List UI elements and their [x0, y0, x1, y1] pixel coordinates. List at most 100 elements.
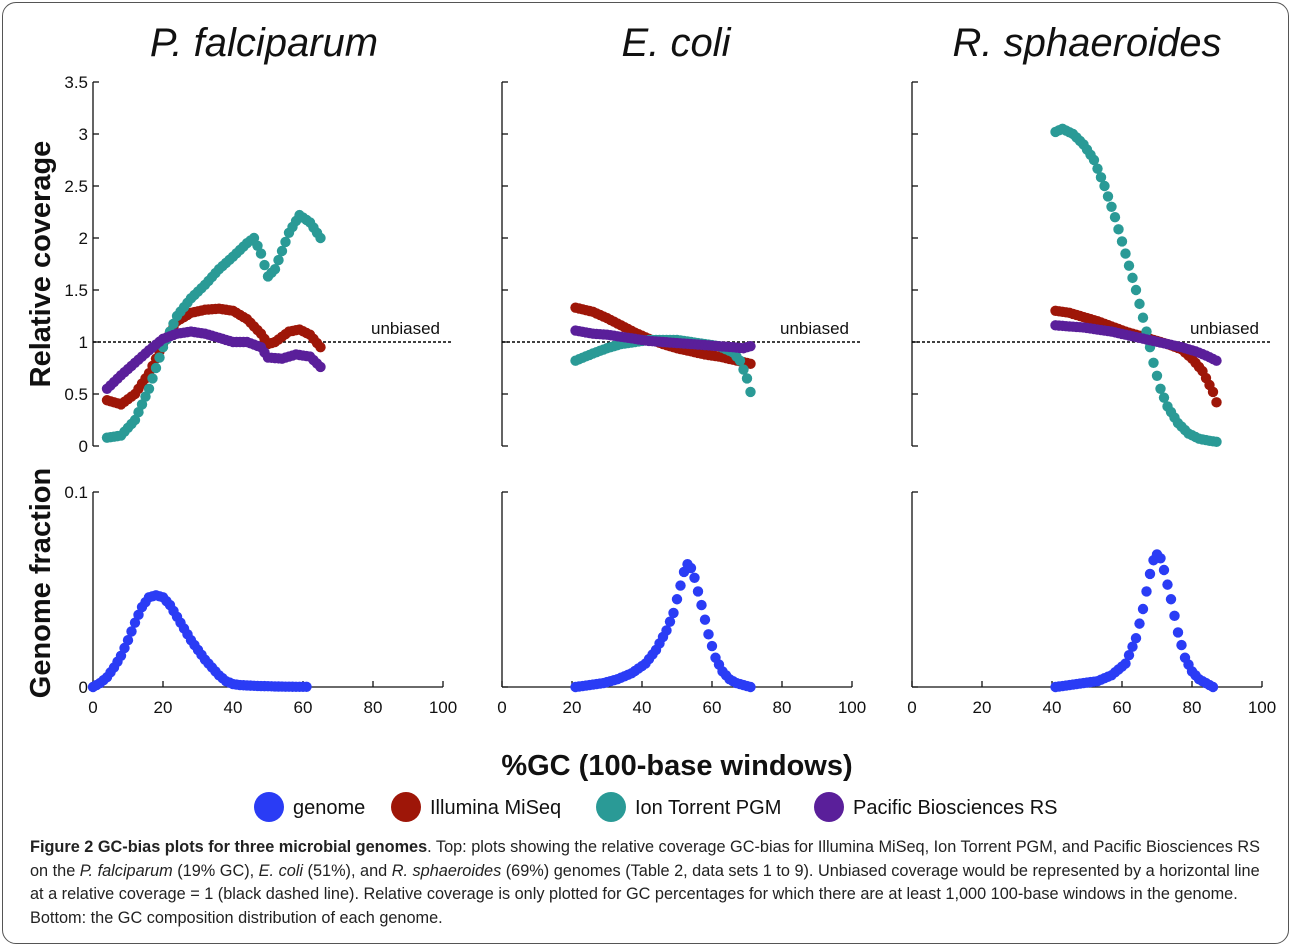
x-tick-label: 0 — [497, 698, 506, 717]
data-point — [703, 629, 714, 640]
data-point — [301, 681, 312, 692]
data-point — [129, 617, 141, 628]
data-point — [1130, 633, 1142, 644]
data-point — [1211, 355, 1222, 366]
bottom-y-axis-label: Genome fraction — [25, 468, 57, 698]
x-tick-label: 80 — [364, 698, 383, 717]
data-point — [741, 373, 753, 384]
x-tick-label: 60 — [703, 698, 722, 717]
y-tick-label: 1.5 — [64, 281, 88, 300]
data-point — [1127, 272, 1138, 284]
caption-text-2: (19% GC), — [172, 861, 259, 880]
data-point — [119, 642, 130, 654]
x-tick-label: 40 — [633, 698, 652, 717]
data-point — [126, 626, 137, 637]
panel-marks — [1050, 549, 1219, 693]
legend-label: Pacific Biosciences RS — [853, 797, 1058, 819]
panel-title: R. sphaeroides — [952, 21, 1221, 65]
data-point — [140, 391, 151, 402]
data-point — [1127, 641, 1138, 652]
y-tick-label: 3.5 — [64, 73, 88, 92]
data-point — [671, 594, 683, 605]
data-point — [738, 364, 749, 375]
caption-text-1: . Top: plots showing the relative covera… — [30, 838, 1261, 880]
data-point — [696, 599, 707, 611]
legend-marker — [391, 792, 421, 822]
data-point — [129, 414, 141, 426]
data-point — [1123, 649, 1135, 661]
panel-axes: 0 20 40 60 80 100 — [497, 491, 866, 717]
y-tick-label: 0 — [79, 437, 88, 456]
caption-title: Figure 2 GC-bias plots for three microbi… — [30, 838, 428, 856]
data-point — [706, 640, 718, 652]
panel-marks — [570, 558, 756, 693]
x-tick-label: 100 — [838, 698, 866, 717]
unbiased-label: unbiased — [371, 319, 440, 338]
x-tick-label: 60 — [294, 698, 313, 717]
data-point — [1116, 236, 1128, 247]
y-tick-label: 3 — [79, 125, 88, 144]
caption-text-3: (51%), and — [303, 861, 392, 880]
y-tick-label: 2 — [79, 229, 88, 248]
panel-marks — [1050, 123, 1222, 448]
data-point — [745, 358, 756, 370]
data-point — [1092, 163, 1103, 174]
data-point — [1169, 610, 1180, 622]
data-point — [745, 681, 756, 693]
data-point — [147, 373, 158, 384]
data-point — [1123, 260, 1135, 271]
y-tick-label: 2.5 — [64, 177, 88, 196]
x-tick-label: 100 — [1248, 698, 1276, 717]
data-point — [1134, 298, 1145, 310]
y-tick-label: 1 — [79, 333, 88, 352]
data-point — [692, 586, 704, 597]
data-point — [1137, 312, 1149, 323]
x-tick-label: 80 — [773, 698, 792, 717]
data-point — [133, 609, 144, 621]
x-tick-label: 20 — [154, 698, 173, 717]
data-point — [675, 580, 686, 591]
figure-caption: Figure 2 GC-bias plots for three microbi… — [30, 836, 1270, 930]
data-point — [685, 562, 697, 574]
x-tick-label: 80 — [1183, 698, 1202, 717]
data-point — [1134, 618, 1145, 629]
data-point — [252, 240, 263, 251]
unbiased-label: unbiased — [780, 319, 849, 338]
data-point — [1113, 224, 1124, 235]
x-tick-label: 100 — [429, 698, 457, 717]
caption-text-4: (69%) genomes (Table 2, data sets 1 to 9… — [30, 861, 1260, 927]
caption-genome-2: E. coli — [258, 861, 304, 880]
x-tick-label: 40 — [1043, 698, 1062, 717]
data-point — [1144, 568, 1156, 580]
y-tick-label: 0.1 — [64, 483, 88, 502]
data-point — [168, 318, 179, 329]
data-point — [1130, 284, 1142, 296]
gc-bias-figure: P. falciparum E. coli R. sphaeroides 0 0.5 1… — [25, 21, 1276, 822]
data-point — [745, 386, 756, 398]
data-point — [1141, 586, 1152, 597]
panel-marks — [570, 302, 756, 398]
data-point — [269, 264, 281, 275]
legend-label: Ion Torrent PGM — [635, 797, 781, 819]
data-point — [1102, 191, 1114, 202]
data-point — [315, 232, 326, 244]
data-point — [1172, 627, 1184, 638]
data-point — [1120, 658, 1131, 669]
data-point — [259, 259, 270, 271]
y-tick-label: 0.5 — [64, 385, 88, 404]
x-tick-label: 0 — [907, 698, 916, 717]
y-tick-label: 0 — [79, 678, 88, 697]
legend-marker — [254, 792, 284, 822]
data-point — [1211, 397, 1222, 408]
top-y-axis-label: Relative coverage — [25, 141, 57, 388]
data-point — [273, 254, 284, 266]
legend-label: genome — [293, 797, 365, 819]
data-point — [276, 245, 288, 257]
data-point — [115, 650, 127, 661]
data-point — [143, 383, 155, 394]
data-point — [1176, 639, 1187, 651]
panel-marks — [87, 590, 312, 693]
panel-axes: unbiased — [911, 81, 1270, 447]
data-point — [664, 616, 676, 627]
data-point — [661, 625, 672, 636]
